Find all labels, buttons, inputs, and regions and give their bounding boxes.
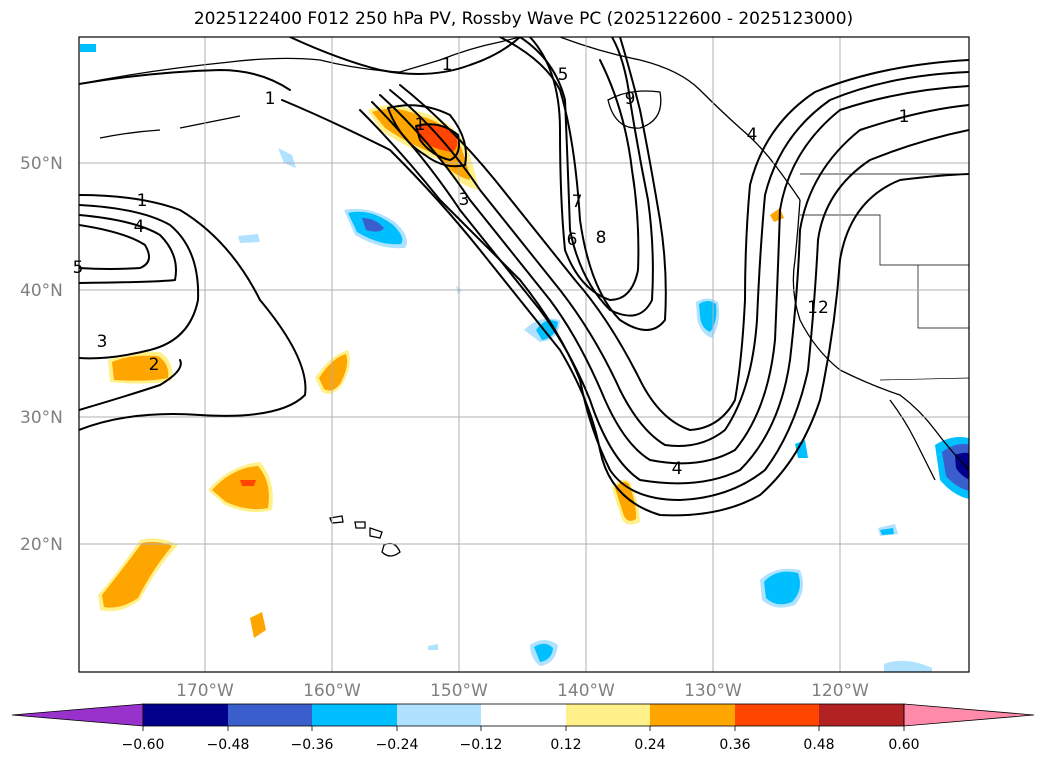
longitude-labels: 170°W 160°W 150°W 140°W 130°W 120°W	[176, 681, 869, 701]
latitude-label: 40°N	[20, 281, 63, 301]
colorbar-segment	[397, 704, 481, 726]
colorbar-extend-high	[903, 703, 1035, 727]
longitude-label: 120°W	[811, 681, 869, 701]
colorbar-extend-low	[11, 703, 144, 727]
map-title: 2025122400 F012 250 hPa PV, Rossby Wave …	[193, 9, 854, 29]
positive-anomaly-hawaii-north-core	[212, 466, 269, 510]
positive-anomaly-south-core	[102, 542, 172, 608]
contour-label: 12	[807, 298, 829, 318]
contour-label: 8	[596, 228, 607, 248]
positive-anomaly-hawaii-north-max	[240, 480, 256, 486]
colorbar-tick-label: 0.12	[550, 737, 581, 753]
contour-label: 1	[442, 55, 453, 75]
negative-anomaly-small-4	[238, 234, 260, 243]
contour-label: 4	[747, 125, 758, 145]
colorbar: −0.60 −0.48 −0.36 −0.24 −0.12 0.12 0.24 …	[11, 703, 1035, 753]
contour-label: 1	[415, 115, 426, 135]
contour-label: 1	[899, 107, 910, 127]
contour-label: 4	[134, 217, 145, 237]
contour-label: 9	[625, 89, 636, 109]
colorbar-segment	[566, 704, 650, 726]
longitude-label: 130°W	[684, 681, 742, 701]
colorbar-segment	[312, 704, 397, 726]
negative-anomaly-133w-core	[699, 301, 717, 332]
contour-label: 5	[73, 258, 84, 278]
negative-anomaly-sw-core	[534, 643, 553, 662]
negative-anomaly-small-2	[880, 528, 894, 535]
contour-label: 3	[97, 332, 108, 352]
contour-label: 4	[672, 459, 683, 479]
colorbar-tick-label: −0.36	[291, 737, 334, 753]
contour-label: 7	[572, 192, 583, 212]
colorbar-tick-label: −0.48	[207, 737, 250, 753]
contour-label: 6	[567, 230, 578, 250]
colorbar-tick-label: −0.60	[122, 737, 165, 753]
latitude-label: 30°N	[20, 408, 63, 428]
negative-anomaly-123w-core	[764, 571, 800, 605]
contour-label: 1	[265, 89, 276, 109]
positive-anomaly-small	[250, 612, 266, 638]
colorbar-tick-label: 0.36	[719, 737, 750, 753]
negative-anomaly-small-8	[428, 644, 438, 650]
colorbar-outline	[142, 703, 905, 727]
colorbar-segment	[143, 704, 228, 726]
longitude-label: 170°W	[176, 681, 234, 701]
negative-anomaly-small-7	[884, 660, 932, 672]
colorbar-segment	[650, 704, 735, 726]
map-border	[78, 36, 970, 673]
colorbar-tick-label: −0.12	[460, 737, 503, 753]
longitude-label: 160°W	[303, 681, 361, 701]
negative-anomaly-small-6	[80, 44, 96, 52]
colorbar-tick-label: −0.24	[376, 737, 419, 753]
graticule	[79, 37, 969, 672]
colorbar-tick-label: 0.24	[634, 737, 665, 753]
negative-anomaly-small-3	[795, 440, 808, 458]
colorbar-tick-label: 0.60	[888, 737, 919, 753]
latitude-label: 20°N	[20, 535, 63, 555]
longitude-label: 140°W	[557, 681, 615, 701]
positive-anomaly-160w-core	[319, 354, 348, 391]
contour-label: 3	[459, 190, 470, 210]
negative-anomaly-north-pacific-max	[362, 218, 384, 232]
pv-contours	[79, 37, 969, 517]
colorbar-tick-label: 0.48	[803, 737, 834, 753]
colorbar-segment	[228, 704, 312, 726]
contour-label-layer: 1 1 1 1 1 3 3 4 4 5 5 6 7 8 9 2 12 4	[73, 55, 910, 479]
latitude-labels: 50°N 40°N 30°N 20°N	[20, 154, 63, 555]
longitude-label: 150°W	[430, 681, 488, 701]
colorbar-segment	[735, 704, 819, 726]
latitude-label: 50°N	[20, 154, 63, 174]
contour-label: 2	[149, 355, 160, 375]
map-frame	[79, 37, 969, 672]
colorbar-ticks	[142, 726, 905, 731]
positive-anomaly-west-pacific-core	[112, 355, 169, 381]
contour-label: 1	[137, 191, 148, 211]
colorbar-segment	[819, 704, 904, 726]
contour-label: 5	[558, 65, 569, 85]
colorbar-segment	[481, 704, 566, 726]
